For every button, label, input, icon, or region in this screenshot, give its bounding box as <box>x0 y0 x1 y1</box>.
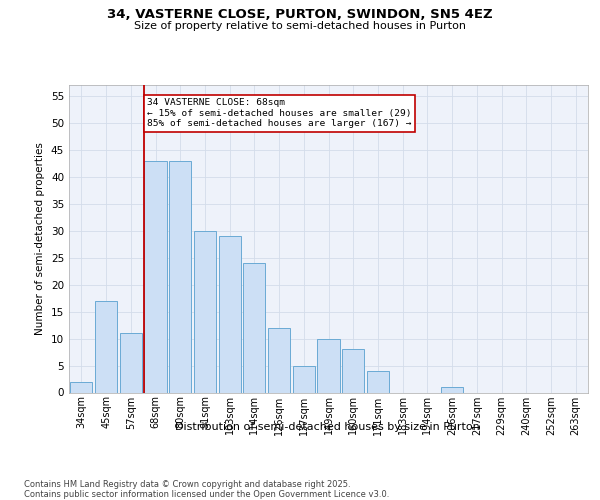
Bar <box>194 230 216 392</box>
Text: Size of property relative to semi-detached houses in Purton: Size of property relative to semi-detach… <box>134 21 466 31</box>
Bar <box>169 160 191 392</box>
Bar <box>119 333 142 392</box>
Bar <box>367 371 389 392</box>
Text: Contains HM Land Registry data © Crown copyright and database right 2025.
Contai: Contains HM Land Registry data © Crown c… <box>24 480 389 499</box>
Bar <box>218 236 241 392</box>
Text: Distribution of semi-detached houses by size in Purton: Distribution of semi-detached houses by … <box>175 422 479 432</box>
Y-axis label: Number of semi-detached properties: Number of semi-detached properties <box>35 142 46 335</box>
Bar <box>243 263 265 392</box>
Bar <box>293 366 315 392</box>
Bar <box>95 301 117 392</box>
Bar <box>342 350 364 393</box>
Bar <box>317 338 340 392</box>
Bar <box>441 387 463 392</box>
Bar <box>70 382 92 392</box>
Text: 34 VASTERNE CLOSE: 68sqm
← 15% of semi-detached houses are smaller (29)
85% of s: 34 VASTERNE CLOSE: 68sqm ← 15% of semi-d… <box>147 98 412 128</box>
Bar <box>268 328 290 392</box>
Bar <box>145 160 167 392</box>
Text: 34, VASTERNE CLOSE, PURTON, SWINDON, SN5 4EZ: 34, VASTERNE CLOSE, PURTON, SWINDON, SN5… <box>107 8 493 20</box>
